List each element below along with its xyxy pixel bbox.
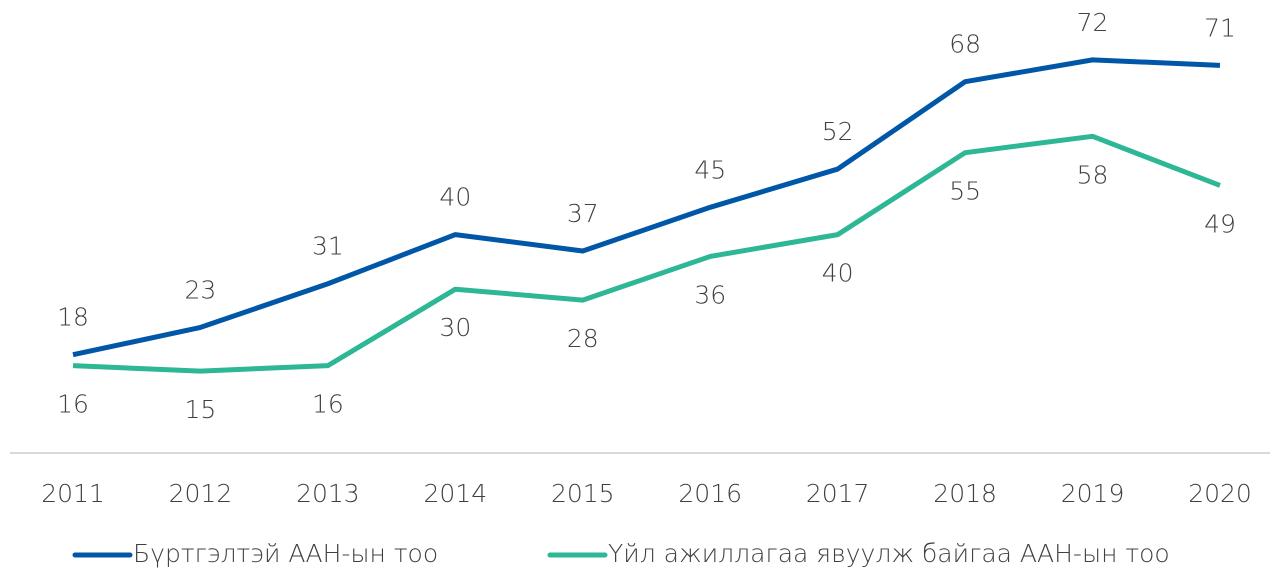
series-line bbox=[72, 133, 1221, 374]
data-label: 45 bbox=[694, 155, 726, 184]
legend-label: Үйл ажиллагаа явуулж байгаа ААН-ын тоо bbox=[608, 539, 1170, 568]
data-label: 68 bbox=[949, 30, 981, 59]
data-label: 49 bbox=[1204, 209, 1236, 238]
data-label: 40 bbox=[822, 259, 854, 288]
data-label: 28 bbox=[567, 324, 599, 353]
x-tick-label: 2011 bbox=[41, 479, 105, 508]
data-label: 15 bbox=[185, 395, 217, 424]
x-tick-label: 2013 bbox=[296, 479, 360, 508]
data-label: 16 bbox=[57, 390, 89, 419]
x-tick-label: 2020 bbox=[1188, 479, 1252, 508]
data-label: 58 bbox=[1077, 160, 1109, 189]
x-tick-label: 2014 bbox=[424, 479, 488, 508]
data-label: 30 bbox=[439, 313, 471, 342]
x-tick-label: 2019 bbox=[1061, 479, 1125, 508]
data-label: 36 bbox=[694, 280, 726, 309]
series-line bbox=[72, 57, 1221, 358]
data-label: 37 bbox=[567, 199, 599, 228]
data-label: 31 bbox=[312, 232, 344, 261]
data-label: 55 bbox=[949, 177, 981, 206]
x-tick-label: 2018 bbox=[933, 479, 997, 508]
data-label: 16 bbox=[312, 390, 344, 419]
data-label: 40 bbox=[439, 183, 471, 212]
x-tick-label: 2012 bbox=[169, 479, 233, 508]
legend-label: Бүртгэлтэй ААН-ын тоо bbox=[133, 539, 438, 568]
data-label: 72 bbox=[1077, 8, 1109, 37]
x-tick-label: 2016 bbox=[678, 479, 742, 508]
x-tick-label: 2015 bbox=[551, 479, 615, 508]
data-label: 18 bbox=[57, 303, 89, 332]
data-label: 52 bbox=[822, 117, 854, 146]
data-label: 71 bbox=[1204, 13, 1236, 42]
x-tick-label: 2017 bbox=[806, 479, 870, 508]
data-label: 23 bbox=[185, 275, 217, 304]
